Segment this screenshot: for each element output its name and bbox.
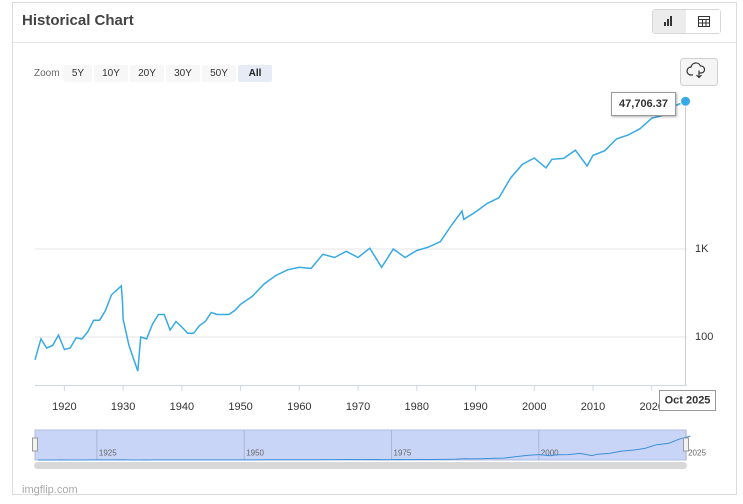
navigator-handle[interactable] <box>32 437 38 452</box>
card-title: Historical Chart <box>22 12 134 29</box>
y-tick-label: 100 <box>695 331 713 343</box>
navigator-tick-label: 2000 <box>541 449 559 458</box>
zoom-button-label: 5Y <box>72 68 85 79</box>
navigator-mask <box>34 429 687 461</box>
y-tick-label: 1K <box>695 243 709 255</box>
navigator-handle[interactable] <box>683 437 689 452</box>
crosshair-label: Oct 2025 <box>665 394 711 406</box>
x-tick-label: 1940 <box>170 401 194 413</box>
plot-area: 100 1K 1920 1930 1940 1950 1960 1970 1980 1990 200… <box>32 92 716 469</box>
crosshair-label-box <box>659 390 716 411</box>
scrollbar[interactable] <box>34 462 687 469</box>
navigator-tick-label: 1925 <box>99 449 117 458</box>
watermark: imgflip.com <box>22 484 78 496</box>
zoom-button[interactable] <box>130 65 164 82</box>
x-tick-label: 2000 <box>522 401 546 413</box>
zoom-button-label: 10Y <box>102 68 120 79</box>
x-tick-label: 1920 <box>52 401 76 413</box>
navigator-line <box>38 435 691 461</box>
x-tick-label: 1950 <box>228 401 252 413</box>
zoom-button-label: All <box>249 68 262 79</box>
x-tick-label: 1980 <box>405 401 429 413</box>
x-tick-label: 1930 <box>111 401 135 413</box>
zoom-label: Zoom <box>34 68 60 79</box>
zoom-button-label: 20Y <box>138 68 156 79</box>
navigator-tick-label: 1975 <box>394 449 412 458</box>
hover-point <box>680 95 692 107</box>
navigator-tick-label: 2025 <box>688 449 706 458</box>
x-tick-label: 1990 <box>463 401 487 413</box>
table-view-button[interactable] <box>687 10 720 33</box>
zoom-buttons: 5Y 10Y 20Y 30Y 50Y All <box>64 65 272 82</box>
price-line <box>34 100 686 372</box>
table-icon <box>698 16 710 27</box>
zoom-button-label: 30Y <box>174 68 192 79</box>
zoom-button[interactable] <box>94 65 128 82</box>
chart-icon <box>664 16 672 26</box>
x-tick-label: 2010 <box>581 401 605 413</box>
zoom-button[interactable] <box>166 65 200 82</box>
zoom-button[interactable] <box>238 65 272 82</box>
navigator-tick-label: 1950 <box>246 449 264 458</box>
x-tick-label: 1960 <box>287 401 311 413</box>
download-icon <box>686 62 706 79</box>
tooltip-value: 47,706.37 <box>619 98 668 110</box>
zoom-button[interactable] <box>202 65 236 82</box>
chart-view-button[interactable] <box>653 10 686 33</box>
x-tick-label: 2020 <box>640 401 664 413</box>
zoom-button[interactable] <box>64 65 92 82</box>
zoom-button-label: 50Y <box>210 68 228 79</box>
tooltip-box <box>611 92 676 116</box>
x-tick-label: 1970 <box>346 401 370 413</box>
